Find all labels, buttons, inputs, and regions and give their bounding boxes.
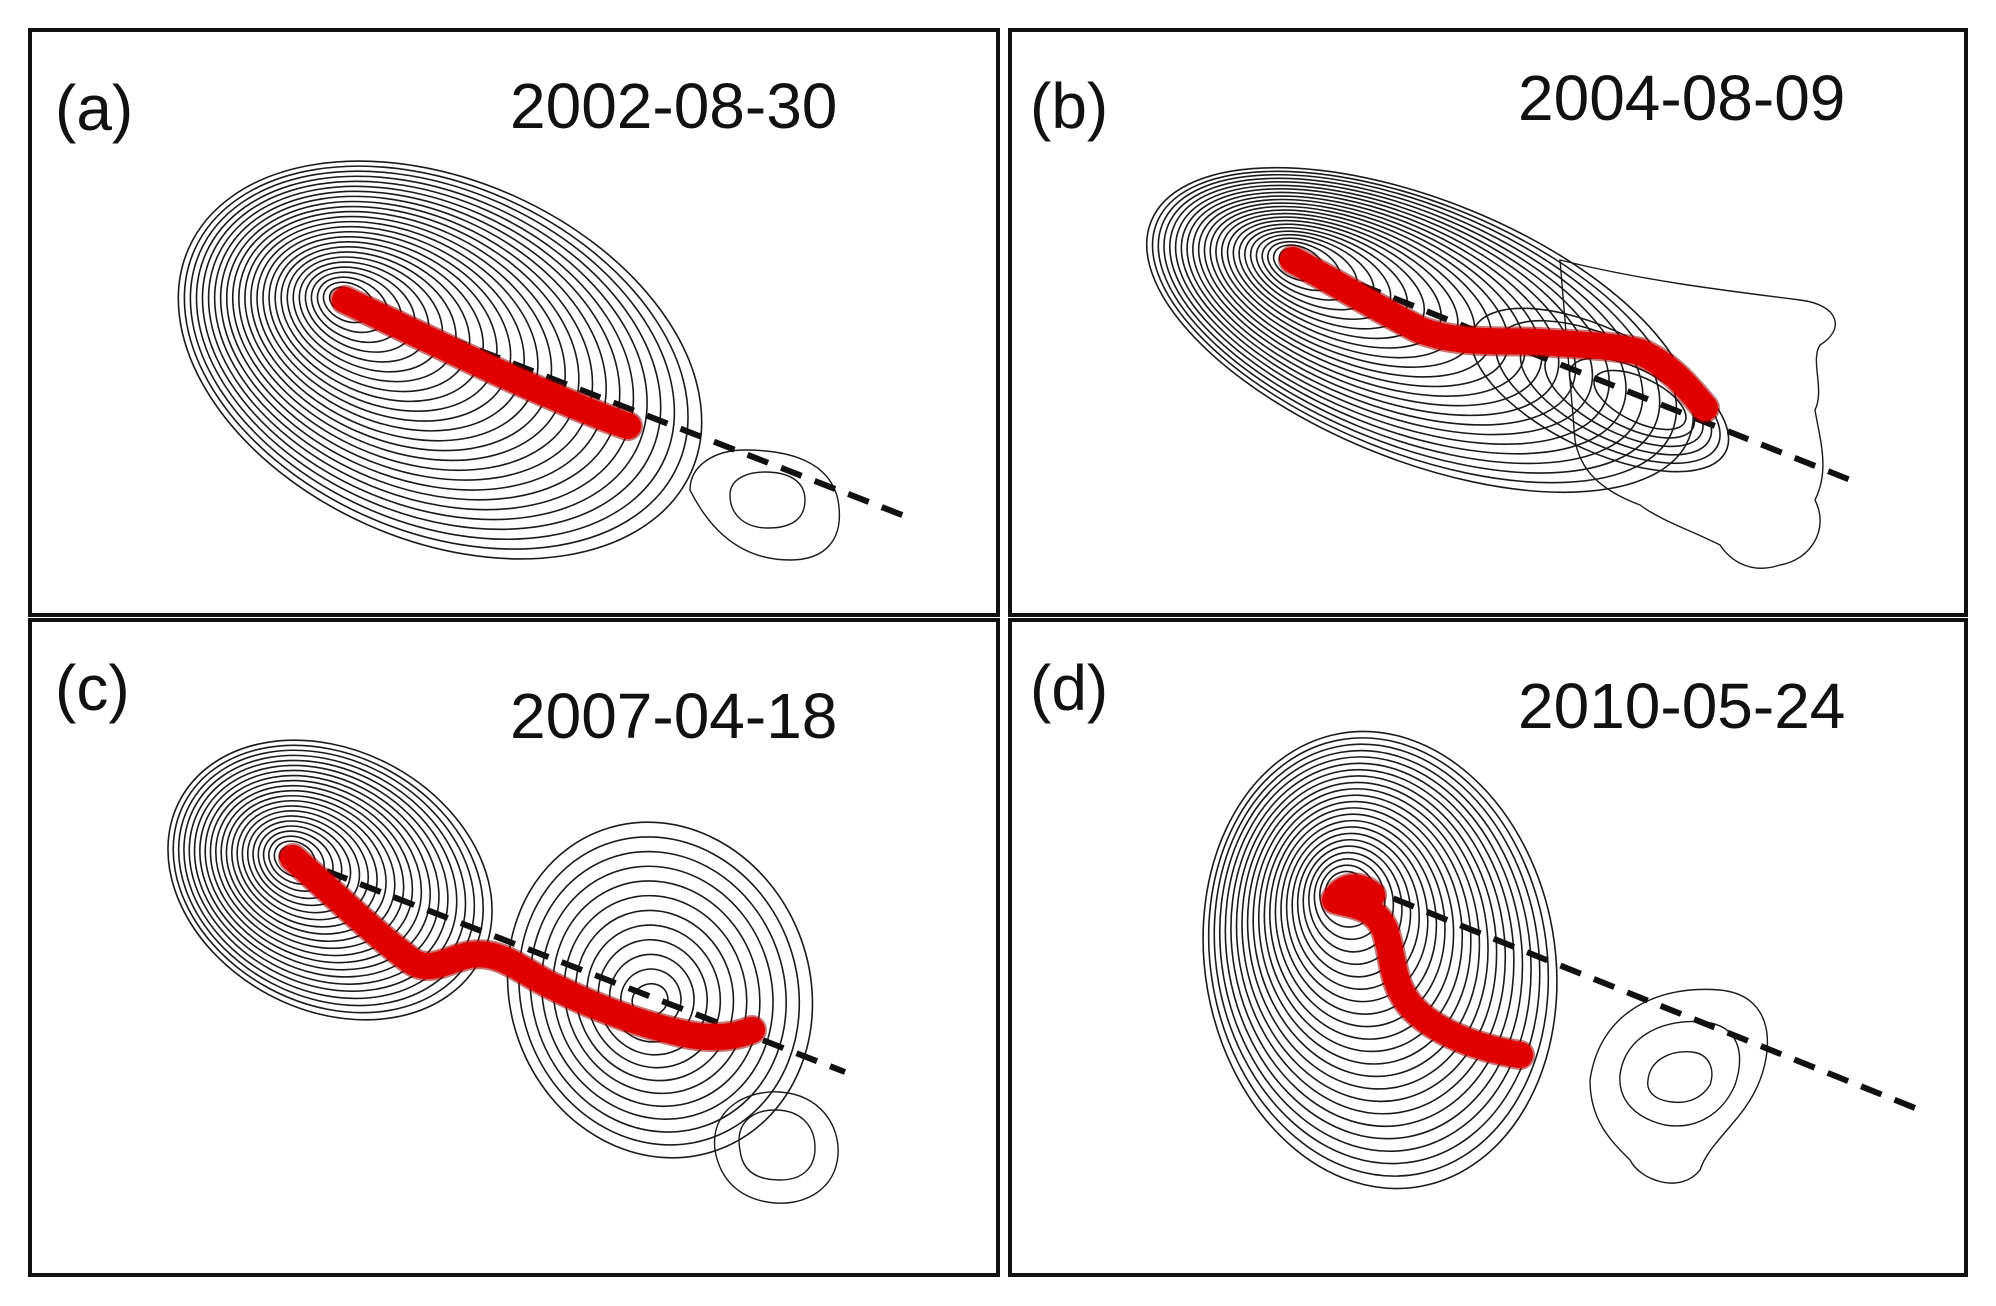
panel-d-main-contour-line bbox=[1235, 768, 1507, 1115]
panel-c-core-contour-line bbox=[204, 774, 431, 971]
panel-c: (c) 2007-04-18 bbox=[28, 618, 1000, 1277]
panel-c-core-contour-line bbox=[215, 784, 414, 957]
panel-c-core-contour-line bbox=[220, 789, 405, 950]
panel-d: (d) 2010-05-24 bbox=[1008, 618, 1968, 1277]
panel-d-main-contour-line bbox=[1302, 845, 1403, 966]
panel-a-jet-track bbox=[332, 287, 641, 439]
panel-b-main-contour-line bbox=[1157, 173, 1661, 474]
panel-d-main-contour-line bbox=[1213, 743, 1541, 1165]
panel-d-main-contour-line bbox=[1202, 730, 1558, 1190]
panel-c-knot-contour-line bbox=[563, 894, 748, 1095]
panel-c-lower-blob-outer bbox=[713, 1091, 839, 1204]
panel-a-label: (a) bbox=[55, 72, 133, 144]
panel-d-main-contour-line bbox=[1296, 838, 1412, 978]
panel-b-main-contour-line bbox=[1145, 166, 1695, 494]
panel-a-frame bbox=[28, 28, 1000, 617]
panel-d-label: (d) bbox=[1030, 652, 1108, 724]
panel-d-main-contour-line bbox=[1257, 794, 1472, 1065]
panel-a-contours bbox=[177, 160, 703, 560]
panel-a: (a) 2002-08-30 bbox=[28, 28, 1000, 617]
panel-c-knot-contour-line bbox=[552, 880, 761, 1108]
panel-a-main-contour-line bbox=[195, 175, 662, 531]
panel-d-main-contour-line bbox=[1246, 781, 1489, 1090]
panel-c-knot-contour-line bbox=[574, 909, 735, 1082]
panel-b-frame bbox=[1008, 28, 1968, 617]
panel-d-knot-mid bbox=[1619, 1020, 1741, 1127]
panel-b-main-contour-line bbox=[1163, 177, 1644, 465]
panel-c-core-contour-line bbox=[241, 810, 370, 921]
panel-d-main-contour-line bbox=[1263, 800, 1464, 1053]
panel-b-jet-track bbox=[1280, 247, 1718, 421]
panel-c-label: (c) bbox=[55, 652, 130, 724]
panel-d-main-contour-line bbox=[1252, 787, 1481, 1078]
panel-c-core-contour-line bbox=[193, 764, 449, 985]
panel-b-main-contour-line bbox=[1180, 188, 1594, 436]
panel-d-main-contour-line bbox=[1291, 832, 1421, 990]
panel-c-core-contour-line bbox=[199, 769, 440, 978]
panel-c-dashed-axis bbox=[291, 855, 847, 1075]
panel-a-main-contour-line bbox=[183, 165, 689, 550]
panel-c-date: 2007-04-18 bbox=[510, 680, 837, 752]
panel-b-main-contour-line bbox=[1192, 195, 1560, 417]
panel-d-jet-track bbox=[1322, 874, 1533, 1068]
panel-c-knot-contour-line bbox=[518, 836, 801, 1146]
panel-d-main-contour-line bbox=[1269, 807, 1455, 1040]
panel-c-core-contour-line bbox=[230, 799, 387, 935]
panel-d-main-contour-line bbox=[1224, 756, 1524, 1140]
panel-b-main-contour-line bbox=[1203, 202, 1526, 397]
panel-c-core-contour-line bbox=[225, 794, 396, 943]
panel-a-main-contour-line bbox=[177, 160, 703, 560]
panel-d-knot-inner bbox=[1647, 1051, 1713, 1104]
panel-b-dashed-axis bbox=[1291, 255, 1860, 486]
panel-a-date: 2002-08-30 bbox=[510, 70, 837, 142]
panel-b-main-contour-line bbox=[1169, 181, 1627, 455]
panel-d-main-contour-line bbox=[1207, 737, 1550, 1177]
panel-b-main-contour-line bbox=[1151, 170, 1678, 484]
panel-c-core-contour-line bbox=[188, 759, 458, 992]
panel-a-dashed-axis bbox=[343, 295, 917, 523]
panel-c-core-contour-line bbox=[246, 815, 361, 914]
panel-d-main-contour-line bbox=[1230, 762, 1515, 1128]
panel-d-date: 2010-05-24 bbox=[1518, 670, 1845, 742]
panel-c-core-contour-line bbox=[209, 779, 423, 964]
panel-c-jet-track bbox=[280, 845, 765, 1051]
panel-b-date: 2004-08-09 bbox=[1518, 62, 1845, 134]
panel-d-main-contour-line bbox=[1218, 749, 1532, 1153]
panel-c-knot-contour-line bbox=[529, 850, 787, 1133]
panel-a-main-contour-line bbox=[189, 170, 676, 541]
panel-d-knot-outer bbox=[1589, 988, 1769, 1184]
panel-a-main-contour-line bbox=[201, 180, 648, 521]
panel-d-main-contour-line bbox=[1274, 813, 1446, 1028]
panel-a-secondary-component-inner bbox=[729, 471, 806, 529]
panel-b-main-contour-line bbox=[1174, 184, 1610, 445]
panel-d-contours bbox=[1202, 730, 1558, 1190]
panel-a-secondary-component bbox=[689, 449, 840, 561]
panel-c-knot-contour-line bbox=[506, 821, 814, 1159]
panel-c-core-contour-line bbox=[236, 805, 378, 928]
panel-d-main-contour-line bbox=[1285, 826, 1429, 1003]
panel-c-knot-contour-line bbox=[540, 865, 774, 1120]
panel-d-dashed-axis bbox=[1358, 882, 1922, 1113]
panel-b: (b) 2004-08-09 bbox=[1008, 28, 1968, 617]
panel-c-lower-blob bbox=[738, 1109, 816, 1181]
panel-d-main-contour-line bbox=[1280, 819, 1438, 1015]
panel-d-main-contour-line bbox=[1308, 851, 1395, 953]
panel-d-main-contour-line bbox=[1241, 775, 1498, 1103]
panel-b-extended-tail bbox=[1559, 259, 1836, 569]
panel-b-label: (b) bbox=[1030, 70, 1108, 142]
panel-b-main-contour-line bbox=[1197, 198, 1543, 407]
